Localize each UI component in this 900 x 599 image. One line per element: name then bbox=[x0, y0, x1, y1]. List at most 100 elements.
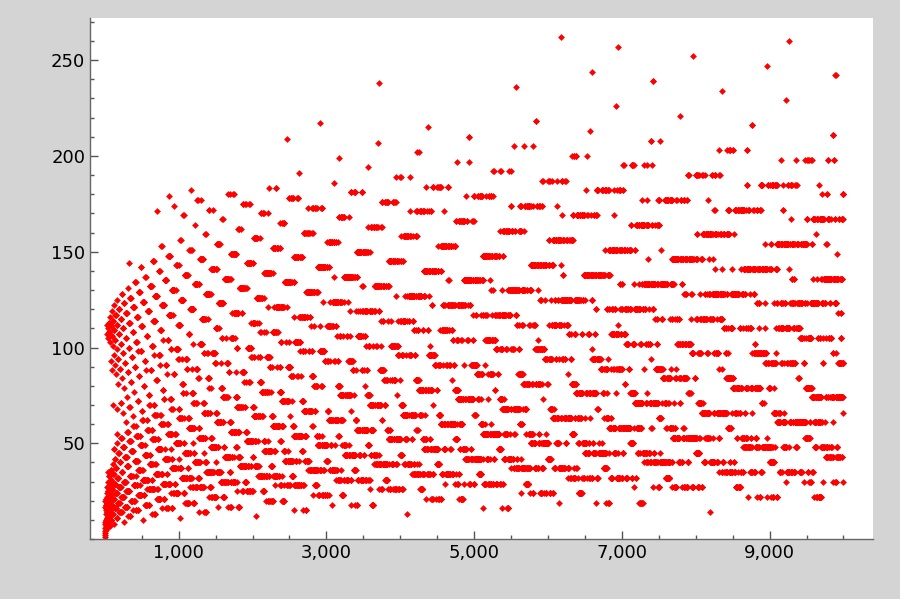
Point bbox=[443, 419, 457, 429]
Point bbox=[377, 459, 392, 469]
Point bbox=[290, 480, 304, 490]
Point bbox=[696, 229, 710, 239]
Point bbox=[246, 402, 260, 412]
Point bbox=[778, 442, 792, 452]
Point bbox=[351, 306, 365, 316]
Point bbox=[169, 488, 184, 498]
Point bbox=[471, 395, 485, 404]
Point bbox=[102, 512, 116, 521]
Point bbox=[618, 329, 633, 339]
Point bbox=[633, 398, 647, 408]
Point bbox=[122, 258, 136, 268]
Point bbox=[747, 349, 761, 358]
Point bbox=[170, 344, 184, 354]
Point bbox=[614, 245, 628, 255]
Point bbox=[695, 408, 709, 418]
Point bbox=[785, 299, 799, 308]
Point bbox=[558, 295, 572, 304]
Point bbox=[358, 247, 373, 256]
Point bbox=[697, 314, 711, 323]
Point bbox=[220, 502, 235, 512]
Point bbox=[808, 442, 823, 452]
Point bbox=[225, 427, 239, 437]
Point bbox=[413, 469, 428, 479]
Point bbox=[395, 400, 410, 410]
Point bbox=[574, 488, 589, 498]
Point bbox=[683, 432, 698, 442]
Point bbox=[234, 283, 248, 293]
Point bbox=[420, 266, 435, 276]
Point bbox=[616, 161, 630, 170]
Point bbox=[515, 419, 529, 429]
Point bbox=[734, 383, 748, 392]
Point bbox=[488, 251, 502, 261]
Point bbox=[178, 270, 193, 280]
Point bbox=[197, 458, 211, 467]
Point bbox=[156, 419, 170, 429]
Point bbox=[435, 419, 449, 429]
Point bbox=[217, 477, 231, 486]
Point bbox=[729, 432, 743, 442]
Point bbox=[389, 341, 403, 350]
Point bbox=[724, 323, 739, 333]
Point bbox=[807, 214, 822, 224]
Point bbox=[662, 473, 676, 483]
Point bbox=[259, 387, 274, 397]
Point bbox=[184, 304, 199, 314]
Point bbox=[324, 440, 338, 450]
Point bbox=[593, 270, 608, 280]
Point bbox=[118, 452, 132, 461]
Point bbox=[579, 448, 593, 458]
Point bbox=[524, 438, 538, 448]
Point bbox=[365, 400, 380, 410]
Point bbox=[444, 419, 458, 429]
Point bbox=[454, 395, 469, 404]
Point bbox=[782, 323, 796, 333]
Point bbox=[696, 229, 710, 239]
Point bbox=[640, 280, 654, 289]
Point bbox=[648, 398, 662, 408]
Point bbox=[410, 325, 425, 335]
Point bbox=[647, 458, 662, 467]
Point bbox=[416, 207, 430, 216]
Point bbox=[726, 146, 741, 155]
Point bbox=[815, 214, 830, 224]
Point bbox=[120, 486, 134, 496]
Point bbox=[144, 282, 158, 291]
Point bbox=[344, 500, 358, 509]
Point bbox=[305, 371, 320, 381]
Point bbox=[431, 459, 446, 469]
Point bbox=[476, 251, 491, 261]
Point bbox=[314, 431, 328, 440]
Point bbox=[604, 473, 618, 483]
Point bbox=[428, 444, 443, 454]
Point bbox=[814, 492, 828, 502]
Point bbox=[366, 450, 381, 459]
Point bbox=[835, 214, 850, 224]
Point bbox=[833, 392, 848, 402]
Point bbox=[831, 358, 845, 368]
Point bbox=[525, 429, 539, 438]
Point bbox=[211, 323, 225, 333]
Point bbox=[766, 458, 780, 467]
Point bbox=[248, 412, 263, 421]
Point bbox=[519, 479, 534, 488]
Point bbox=[437, 419, 452, 429]
Point bbox=[577, 270, 591, 280]
Point bbox=[128, 362, 142, 371]
Point bbox=[261, 208, 275, 218]
Point bbox=[608, 448, 622, 458]
Point bbox=[734, 383, 749, 392]
Point bbox=[622, 364, 636, 373]
Point bbox=[803, 333, 817, 343]
Point bbox=[506, 454, 520, 464]
Point bbox=[487, 429, 501, 438]
Point bbox=[701, 229, 716, 239]
Point bbox=[704, 458, 718, 467]
Point bbox=[503, 285, 517, 295]
Point bbox=[724, 323, 738, 333]
Point bbox=[757, 349, 771, 358]
Point bbox=[289, 253, 303, 262]
Point bbox=[364, 450, 378, 459]
Point bbox=[749, 442, 763, 452]
